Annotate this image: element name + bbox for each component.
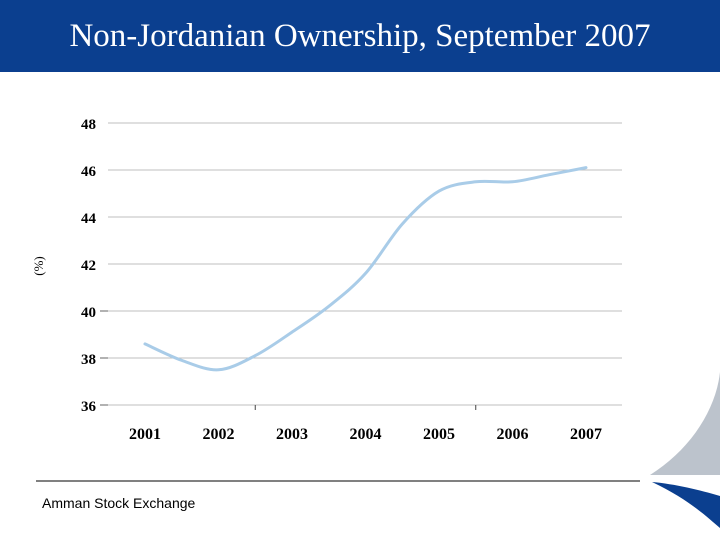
- y-tick-labels: 36 38 40 42 44 46 48: [81, 117, 97, 415]
- x-tick-label: 2007: [570, 426, 602, 443]
- series: [143, 166, 588, 372]
- series-line-0: [143, 166, 588, 372]
- y-tick-label: 46: [81, 164, 97, 180]
- x-tick-label: 2002: [203, 426, 235, 443]
- y-tick-label: 48: [81, 117, 96, 133]
- slide-title: Non-Jordanian Ownership, September 2007: [69, 18, 651, 54]
- y-tick-label: 38: [81, 352, 96, 368]
- decorative-swoosh-light: [650, 372, 720, 475]
- y-tick-label: 42: [81, 258, 96, 274]
- x-tick-label: 2006: [497, 426, 529, 443]
- decorative-swoosh-dark: [652, 482, 720, 528]
- y-tick-label: 44: [81, 211, 97, 227]
- y-tick-label: 36: [81, 399, 97, 415]
- title-bar: Non-Jordanian Ownership, September 2007: [0, 0, 720, 72]
- x-tick-label: 2001: [129, 426, 161, 443]
- x-tick-label: 2004: [350, 426, 382, 443]
- grid-lines: [100, 122, 622, 410]
- x-tick-label: 2003: [276, 426, 308, 443]
- x-tick-labels: 2001 2002 2003 2004 2005 2006 2007: [129, 426, 602, 443]
- y-tick-label: 40: [81, 305, 96, 321]
- source-label: Amman Stock Exchange: [42, 495, 196, 511]
- y-axis-label: (%): [31, 256, 46, 276]
- x-tick-label: 2005: [423, 426, 455, 443]
